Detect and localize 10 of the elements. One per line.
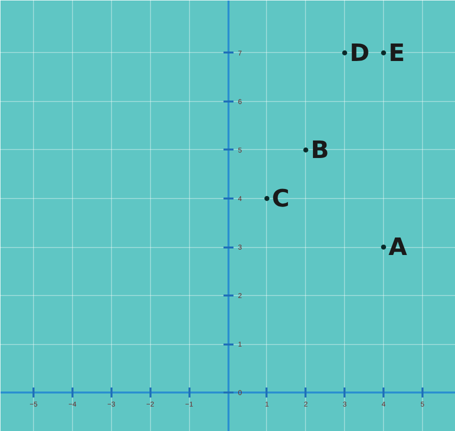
annotation: E [388,38,405,67]
annotation: D [350,38,370,67]
point [381,50,386,56]
point [381,244,386,250]
annotation: A [388,233,408,262]
annotation: C [272,184,290,213]
point [303,147,308,152]
annotation: B [310,136,330,164]
point [342,50,348,56]
point [264,196,270,202]
